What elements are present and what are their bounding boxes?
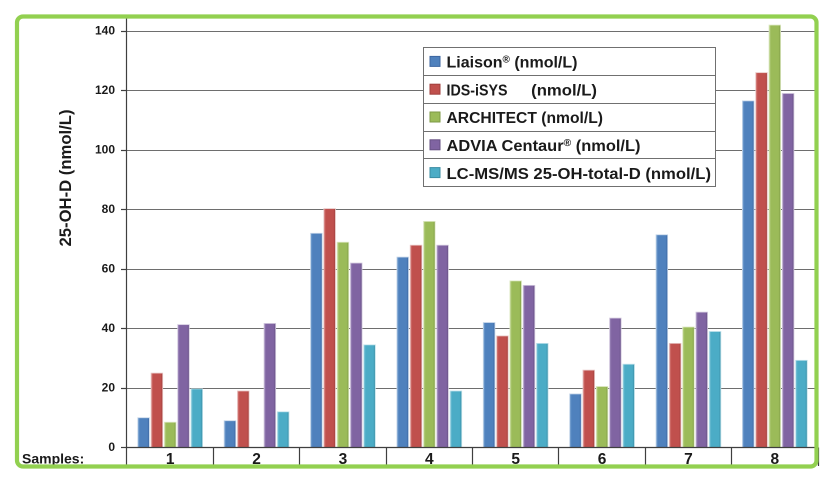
svg-text:3: 3 bbox=[339, 451, 348, 468]
svg-text:8: 8 bbox=[770, 451, 779, 468]
svg-text:60: 60 bbox=[102, 262, 116, 276]
svg-text:140: 140 bbox=[95, 24, 115, 38]
svg-text:ARCHITECT (nmol/L): ARCHITECT (nmol/L) bbox=[447, 110, 604, 127]
svg-text:ADVIA Centaur® (nmol/L): ADVIA Centaur ® (nmol/L) bbox=[447, 138, 641, 155]
svg-text:(nmol/L): (nmol/L) bbox=[531, 82, 597, 99]
svg-text:IDS-iSYS: IDS-iSYS bbox=[447, 82, 508, 99]
svg-text:Samples:: Samples: bbox=[22, 451, 84, 467]
svg-text:5: 5 bbox=[511, 451, 520, 468]
svg-text:LC-MS/MS 25-OH-total-D (nmol/L: LC-MS/MS 25-OH-total-D (nmol/L) bbox=[447, 166, 712, 183]
svg-text:6: 6 bbox=[598, 451, 607, 468]
svg-text:100: 100 bbox=[95, 143, 115, 157]
svg-text:Liaison® (nmol/L): Liaison® (nmol/L) bbox=[447, 55, 578, 72]
svg-text:7: 7 bbox=[684, 451, 693, 468]
svg-text:40: 40 bbox=[102, 321, 116, 335]
svg-text:2: 2 bbox=[252, 451, 261, 468]
svg-text:120: 120 bbox=[95, 83, 115, 97]
svg-text:1: 1 bbox=[166, 451, 175, 468]
svg-text:25-OH-D (nmol/L): 25-OH-D (nmol/L) bbox=[56, 110, 75, 247]
svg-text:80: 80 bbox=[102, 202, 116, 216]
svg-text:4: 4 bbox=[425, 451, 434, 468]
svg-text:20: 20 bbox=[102, 381, 116, 395]
svg-text:0: 0 bbox=[108, 440, 115, 454]
